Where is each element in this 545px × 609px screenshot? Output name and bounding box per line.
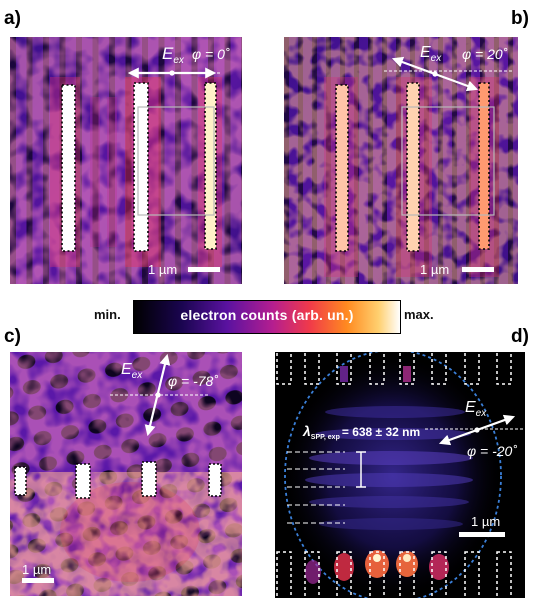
field-label-b: Eex: [420, 44, 442, 64]
scalebar-label-d: 1 µm: [471, 514, 500, 529]
rod-a2: [133, 82, 149, 252]
colorbar: electron counts (arb. un.): [133, 300, 401, 334]
panel-label-a: a): [4, 8, 21, 29]
field-label-d: Eex: [465, 399, 487, 419]
bottom-rods: [276, 551, 512, 598]
angle-label-c: φ = -78˚: [168, 373, 218, 389]
scalebar-label-c: 1 µm: [22, 562, 51, 577]
region-box-b: [401, 106, 495, 216]
rod-a3: [204, 82, 217, 250]
wavelength-bracket: [356, 451, 366, 488]
colorbar-label: electron counts (arb. un.): [180, 307, 354, 323]
colorbar-min: min.: [94, 307, 121, 322]
rod-c3: [141, 461, 157, 497]
scalebar-a: [188, 267, 220, 272]
field-label-a: Eex: [162, 44, 185, 66]
angle-label-a: φ = 0˚: [192, 46, 230, 62]
angle-label-d: φ = -20˚: [467, 443, 517, 459]
scalebar-d: [459, 532, 505, 537]
rod-b3: [478, 82, 490, 250]
panel-label-d: d): [511, 326, 529, 347]
rod-a1: [61, 84, 76, 252]
rod-b1: [335, 84, 349, 252]
ellipse-outline: [284, 352, 502, 598]
scalebar-b: [462, 267, 494, 272]
colorbar-max: max.: [404, 307, 434, 322]
fringe-guides: [287, 451, 345, 524]
rod-b2: [406, 82, 420, 252]
angle-label-b: φ = 20˚: [462, 46, 508, 62]
panel-c-image: Eex φ = -78˚ 1 µm: [10, 352, 242, 596]
panel-label-b: b): [511, 8, 529, 29]
fringe-pattern: [305, 406, 473, 530]
panel-b-image: Eex φ = 20˚ 1 µm: [284, 37, 518, 284]
top-rods: [276, 352, 512, 385]
rod-c4: [208, 463, 222, 497]
scalebar-label-a: 1 µm: [148, 262, 177, 277]
bottom-rod-glows: [305, 550, 449, 584]
region-box-a: [137, 106, 215, 216]
wavelength-label: λSPP, exp = 638 ± 32 nm: [302, 423, 420, 441]
scalebar-c: [22, 578, 54, 583]
rod-c2: [75, 463, 91, 499]
panel-a-image: Eex φ = 0˚ 1 µm: [10, 37, 242, 284]
scalebar-label-b: 1 µm: [420, 262, 449, 277]
panel-label-c: c): [4, 326, 21, 347]
panel-d-image: λSPP, exp = 638 ± 32 nm Eex φ = -20˚ 1 µm: [275, 352, 525, 598]
field-label-c: Eex: [121, 361, 143, 381]
rod-c1: [14, 466, 27, 496]
